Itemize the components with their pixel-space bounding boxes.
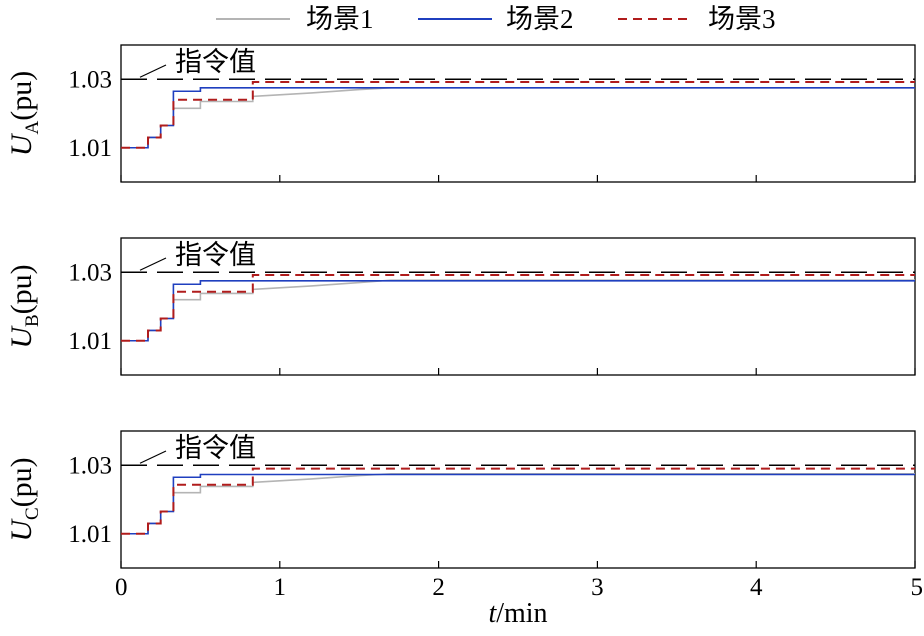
y-tick-label-A-1: 1.03: [68, 66, 112, 93]
legend: 场景1 场景2 场景3: [216, 4, 776, 34]
legend-label-s2: 场景2: [506, 4, 574, 34]
x-tick-label-4: 4: [750, 574, 763, 601]
panel-frame-A: [120, 44, 916, 183]
y-tick-label-A-0: 1.01: [68, 135, 112, 162]
y-axis-label-sub-B: B: [22, 314, 43, 327]
y-axis-label-unit-C: (pu): [5, 457, 38, 507]
y-axis-label-main-B: U: [5, 325, 38, 349]
x-tick-label-2: 2: [432, 574, 445, 601]
y-axis-label-C: UC(pu): [5, 457, 43, 541]
y-axis-label-sub-C: C: [22, 507, 43, 520]
series-line-C-s1: [121, 473, 915, 535]
panel-frame-C: [120, 430, 916, 569]
reference-pointer-A: [139, 64, 167, 78]
reference-label-A: 指令值: [175, 47, 256, 77]
reference-pointer-B: [139, 257, 167, 271]
panel-C: 1.01 1.03 UC(pu) 指令值: [5, 430, 916, 569]
y-axis-label-unit-A: (pu): [5, 71, 38, 121]
series-line-A-s3: [121, 80, 915, 149]
series-line-C-s3: [121, 467, 915, 535]
y-axis-label-main-C: U: [5, 518, 38, 542]
x-axis-label: t/min: [488, 598, 547, 629]
x-tick-label-0: 0: [115, 574, 128, 601]
series-line-A-s2: [121, 87, 915, 149]
series-line-A-s1: [121, 87, 915, 149]
x-axis-label-italic: t: [488, 598, 497, 629]
y-axis-label-B: UB(pu): [5, 264, 43, 348]
x-axis: 0 1 2 3 4 5 t/min: [115, 574, 923, 629]
x-tick-label-5: 5: [911, 574, 924, 601]
legend-label-s1: 场景1: [306, 4, 374, 34]
y-axis-label-main-A: U: [5, 132, 38, 156]
series-line-B-s3: [121, 273, 915, 342]
panel-A: 1.01 1.03 UA(pu) 指令值: [5, 44, 916, 183]
series-line-B-s2: [121, 280, 915, 342]
reference-label-C: 指令值: [175, 433, 256, 463]
reference-pointer-C: [139, 450, 167, 464]
panel-frame-B: [120, 237, 916, 376]
x-tick-label-1: 1: [274, 574, 287, 601]
series-line-C-s2: [121, 473, 915, 535]
reference-label-B: 指令值: [175, 240, 256, 270]
panel-B: 1.01 1.03 UB(pu) 指令值: [5, 237, 916, 376]
panels: 1.011.03UA(pu)指令值1.011.03UB(pu)指令值1.011.…: [5, 44, 916, 569]
y-axis-label-sub-A: A: [22, 121, 43, 135]
x-tick-label-3: 3: [591, 574, 604, 601]
y-tick-label-B-0: 1.01: [68, 328, 112, 355]
y-tick-label-C-1: 1.03: [68, 452, 112, 479]
x-axis-label-rest: /min: [496, 598, 547, 629]
y-tick-label-B-1: 1.03: [68, 259, 112, 286]
legend-label-s3: 场景3: [708, 4, 776, 34]
y-axis-label-A: UA(pu): [5, 71, 43, 156]
series-line-B-s1: [121, 279, 915, 342]
y-tick-label-C-0: 1.01: [68, 521, 112, 548]
y-axis-label-unit-B: (pu): [5, 264, 38, 314]
